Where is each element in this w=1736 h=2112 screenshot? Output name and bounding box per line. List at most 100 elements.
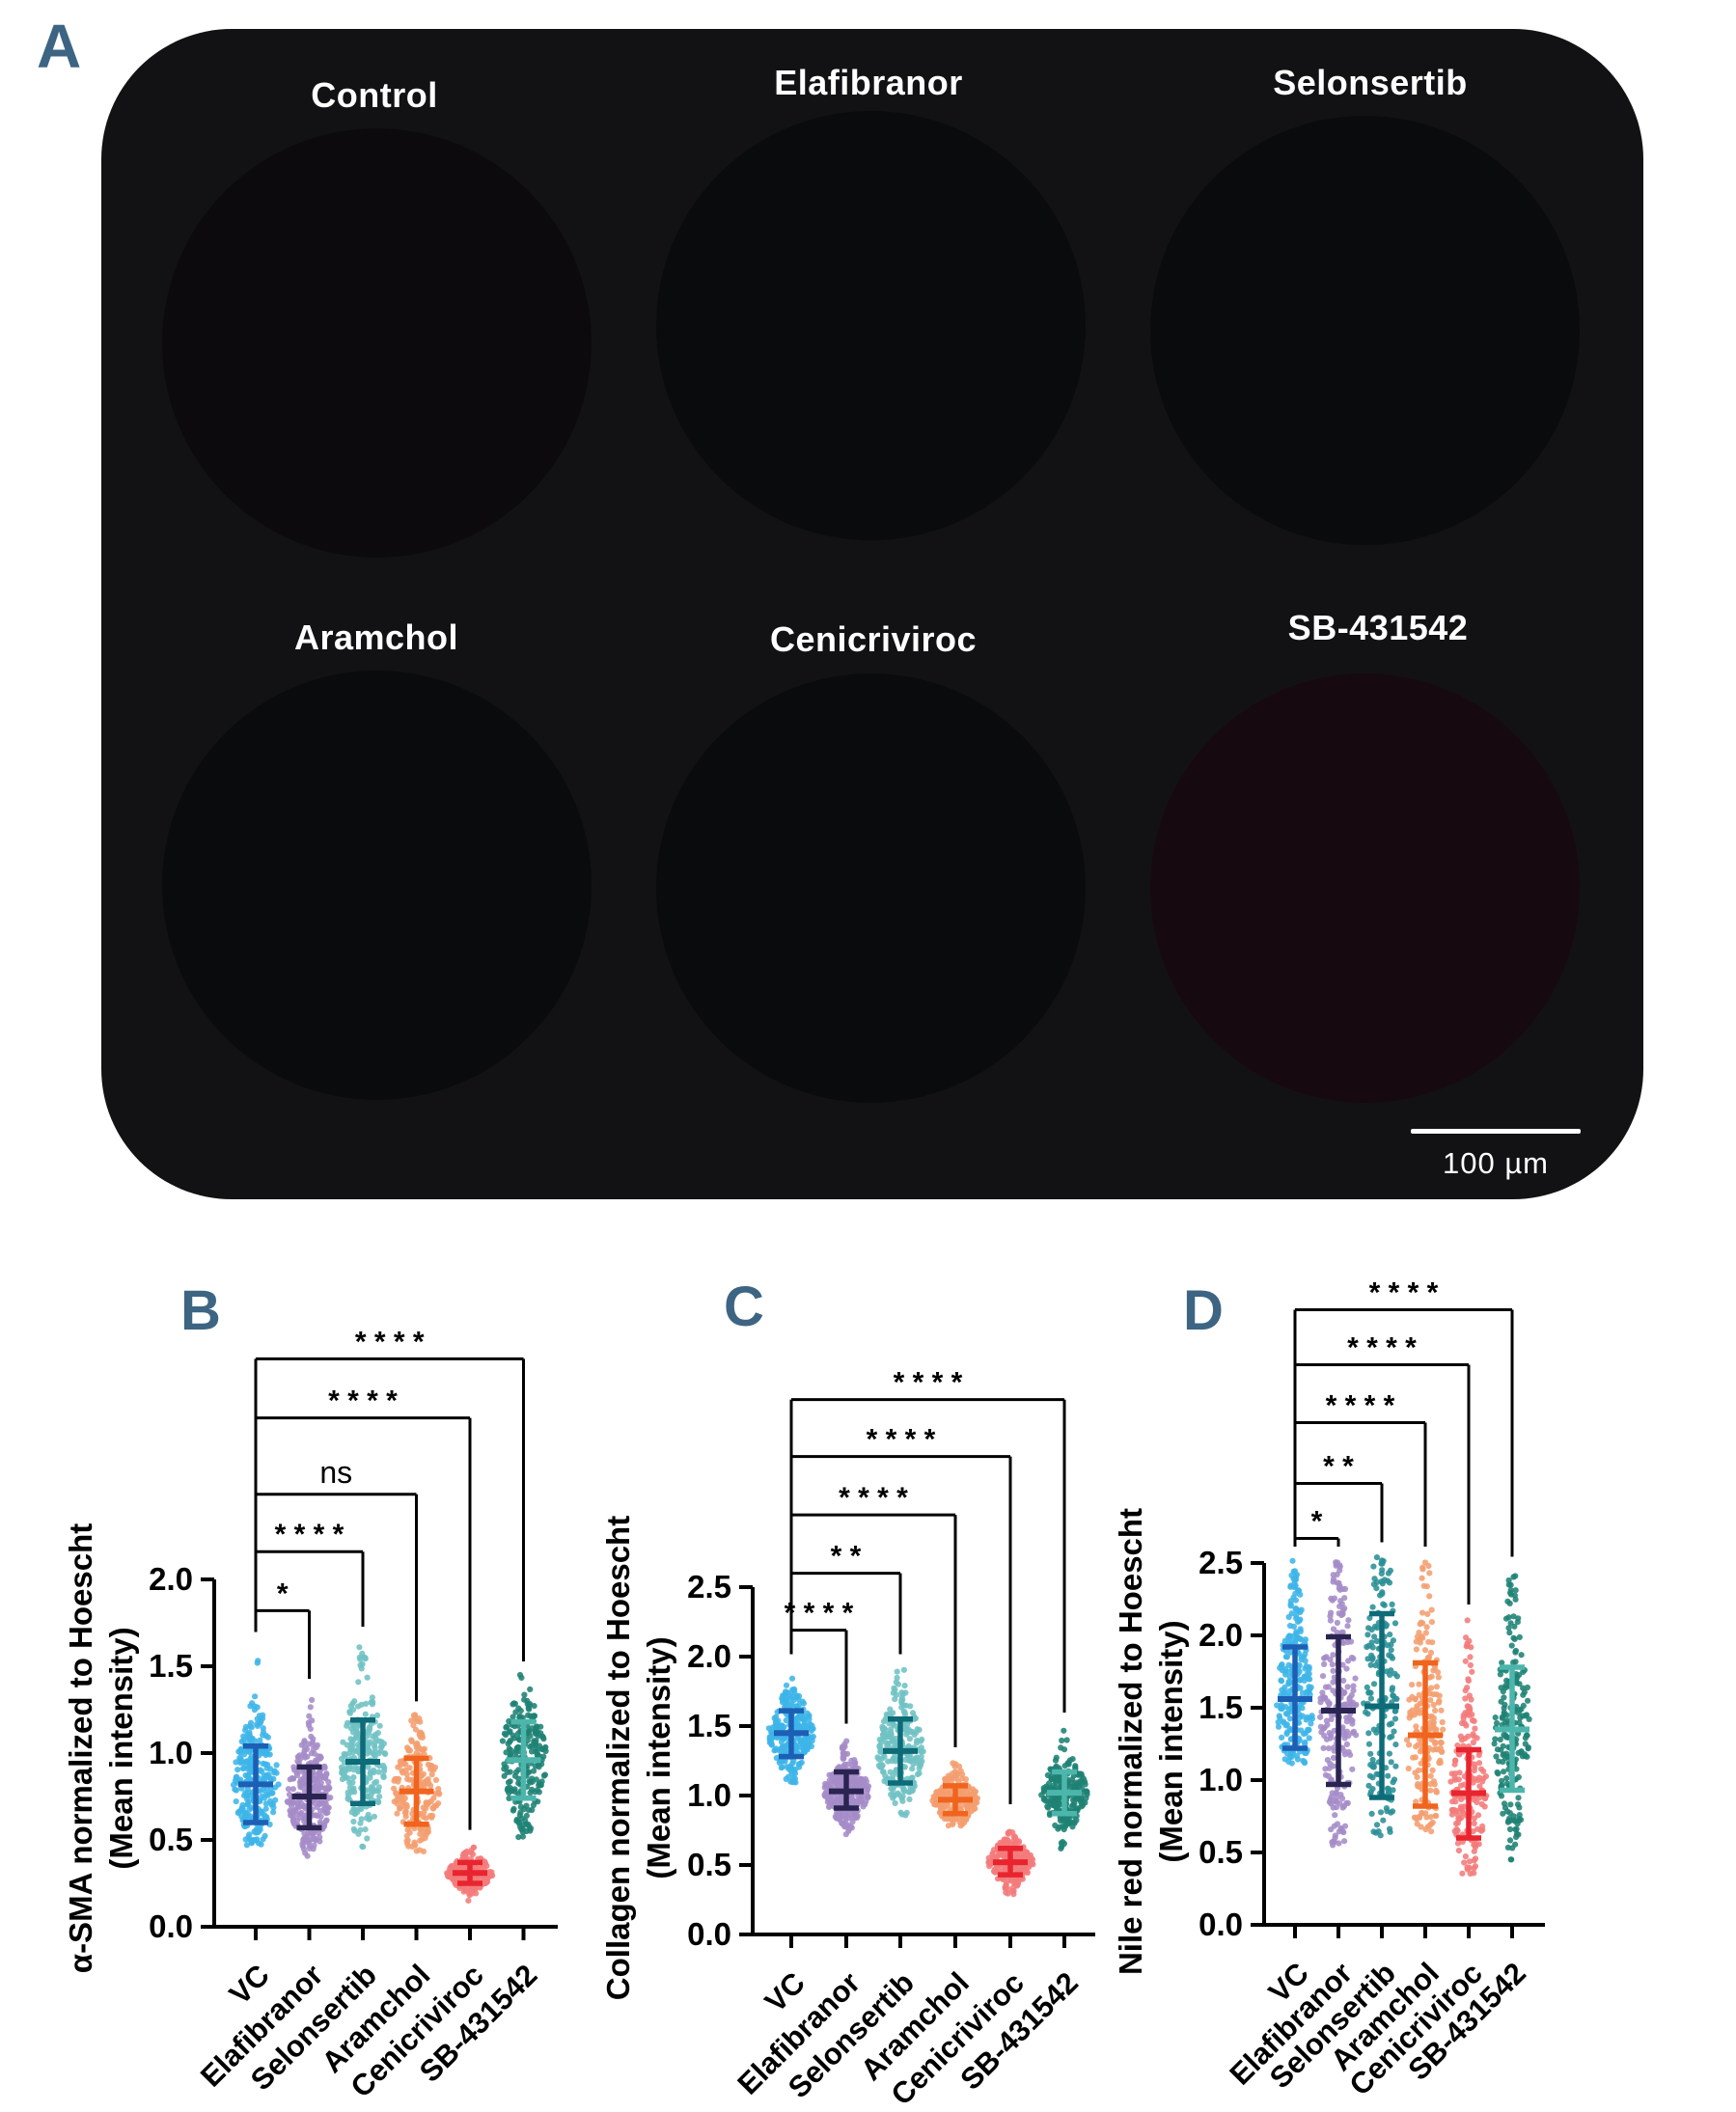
fluorescence-blob [1427,702,1438,713]
fluorescence-blob [849,850,854,855]
fluorescence-blob [469,853,481,864]
micrograph-label-aramchol: Aramchol [293,617,459,657]
fluorescence-blob [1223,794,1254,825]
fluorescence-blob [861,746,869,754]
axes-C [739,1585,1095,1948]
micrograph-control [162,128,592,558]
y-tick-label: 2.0 [149,1561,193,1597]
fluorescence-blob [252,399,282,422]
fluorescence-blob [853,770,863,780]
fluorescence-blob [421,498,494,548]
fluorescence-blob [969,279,979,289]
fluorescence-blob [1381,745,1419,783]
fluorescence-blob [861,415,871,425]
fluorescence-blob [330,837,351,858]
fluorescence-blob [310,865,316,871]
swarm-Selonsertib [338,1644,389,1851]
fluorescence-blob [855,356,863,364]
fluorescence-blob [1363,856,1423,888]
fluorescence-blob [250,829,274,853]
fluorescence-blob [303,492,320,509]
fluorescence-blob [339,246,345,253]
fluorescence-blob [1408,974,1440,1006]
fluorescence-blob [808,800,843,836]
fluorescence-blob [440,285,448,292]
fluorescence-blob [1278,728,1316,767]
y-tick-label: 0.5 [149,1822,193,1857]
fluorescence-blob [826,863,836,872]
fluorescence-blob [911,270,922,281]
fluorescence-blob [417,779,426,787]
fluorescence-blob [441,812,448,819]
fluorescence-blob [995,291,1004,300]
fluorescence-blob [796,843,807,854]
fluorescence-blob [1463,935,1468,940]
fluorescence-blob [944,374,951,382]
errorbar-SB-431542 [1047,1769,1082,1817]
fluorescence-blob [1377,346,1385,354]
fluorescence-blob [364,730,376,743]
fluorescence-blob [355,975,362,982]
fluorescence-blob [376,155,388,167]
fluorescence-blob [204,791,250,848]
fluorescence-blob [279,142,292,192]
fluorescence-blob [401,479,413,490]
fluorescence-blob [1457,363,1469,374]
swarm-SB-431542 [1038,1727,1090,1851]
fluorescence-blob [532,285,565,317]
fluorescence-blob [380,412,448,527]
fluorescence-blob [1302,1021,1313,1032]
y-tick-label: 1.0 [149,1735,193,1770]
fluorescence-blob [333,482,346,496]
fluorescence-blob [1326,914,1346,934]
errorbar-Aramchol [1408,1659,1443,1809]
fluorescence-blob [1365,987,1372,994]
errorbar-Cenicriviroc [453,1859,487,1886]
sig-bracket-Elafibranor [1293,1537,1340,1547]
fluorescence-blob [1323,311,1333,320]
fluorescence-blob [343,436,349,443]
fluorescence-blob [253,265,258,270]
fluorescence-blob [358,128,426,166]
fluorescence-blob [231,178,252,252]
fluorescence-blob [396,168,405,178]
fluorescence-blob [377,423,384,429]
fluorescence-blob [480,892,489,902]
fluorescence-blob [1498,302,1508,313]
fluorescence-blob [793,501,814,522]
fluorescence-blob [1015,355,1026,366]
fluorescence-blob [795,754,824,783]
fluorescence-blob [176,844,251,878]
fluorescence-blob [803,951,812,960]
fluorescence-blob [935,932,987,984]
fluorescence-blob [460,991,466,997]
fluorescence-blob [678,813,730,864]
fluorescence-blob [278,352,285,359]
micrograph-label-control: Control [311,75,438,115]
swarm-SB-431542 [1491,1573,1532,1863]
fluorescence-blob [473,813,480,820]
fluorescence-blob [934,354,942,362]
fluorescence-blob [424,232,427,235]
fluorescence-blob [1000,252,1010,262]
fluorescence-blob [1278,786,1316,825]
fluorescence-blob [904,286,913,294]
sig-label: * * * * [867,1424,936,1456]
fluorescence-blob [1472,215,1480,224]
fluorescence-blob [986,475,997,485]
fluorescence-blob [453,917,460,924]
fluorescence-blob [1250,922,1254,927]
fluorescence-blob [995,959,1033,998]
fluorescence-blob [312,425,363,467]
fluorescence-blob [428,433,448,466]
fluorescence-blob [472,326,483,338]
swarm-Selonsertib [874,1666,926,1819]
fluorescence-blob [1237,915,1263,979]
fluorescence-blob [1371,809,1465,871]
errorbar-Selonsertib [883,1716,918,1786]
fluorescence-blob [1430,756,1469,795]
fluorescence-blob [233,280,236,284]
fluorescence-blob [1341,411,1349,419]
fluorescence-blob [914,201,921,207]
fluorescence-blob [179,320,238,381]
